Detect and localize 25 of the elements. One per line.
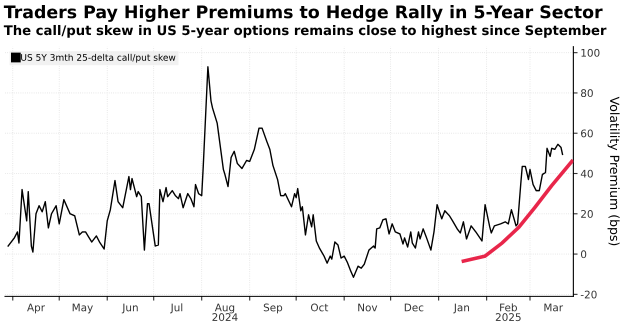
x-tick-label: Sep	[264, 304, 282, 314]
line-series	[7, 66, 564, 278]
y-tick-label: 80	[581, 89, 593, 98]
legend-label: US 5Y 3mth 25-delta call/put skew	[21, 54, 176, 63]
x-tick-label: Nov	[358, 304, 378, 312]
x-tick-label: Jun	[122, 304, 138, 314]
chart-title: Traders Pay Higher Premiums to Hedge Rally in 5-Year Sector	[4, 4, 603, 22]
chart-subtitle: The call/put skew in US 5-year options remains close to highest since September	[4, 24, 606, 38]
x-tick-label: May	[72, 304, 93, 314]
y-tick-label: 100	[581, 48, 600, 57]
y-tick-label: 60	[581, 129, 593, 138]
y-tick-label: 20	[581, 210, 593, 218]
line-series	[462, 160, 574, 263]
x-tick-label: Oct	[310, 304, 328, 312]
x-tick-label: Aug 2024	[212, 304, 238, 322]
x-tick-label: Jul	[170, 303, 182, 314]
x-tick-label: Feb 2025	[496, 303, 521, 322]
x-tick-label: Jan	[453, 304, 470, 314]
y-axis-title: Volatility Premium (bps)	[608, 96, 620, 246]
x-tick-label: Apr	[27, 304, 46, 314]
y-tick-label: -20	[580, 290, 597, 298]
x-tick-label: Dec	[404, 304, 424, 312]
x-tick-label: Mar	[544, 304, 564, 312]
y-tick-label: 40	[580, 170, 593, 178]
y-tick-label: 0	[580, 250, 586, 258]
